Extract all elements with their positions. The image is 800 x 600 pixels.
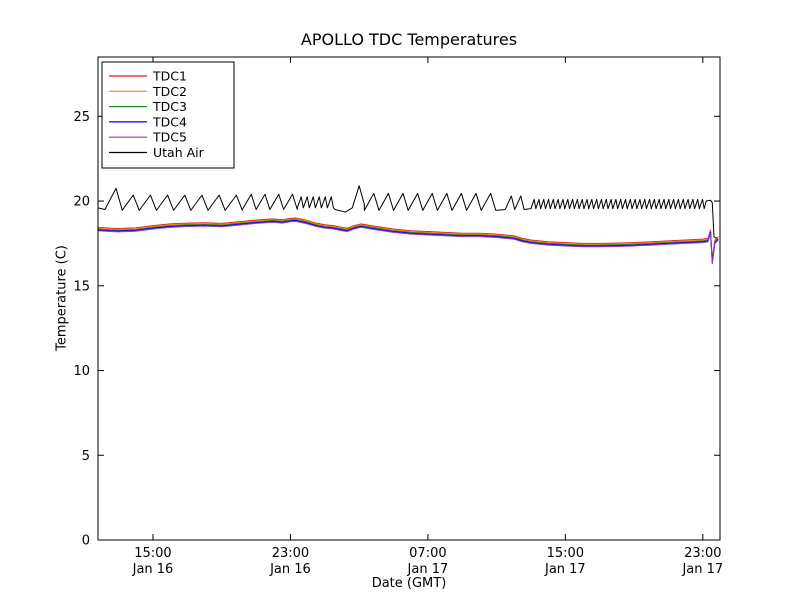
y-tick-label: 10 <box>73 364 90 379</box>
x-tick-label-time: 15:00 <box>134 546 171 561</box>
x-axis-label: Date (GMT) <box>371 576 447 591</box>
legend-label-tdc1: TDC1 <box>152 69 187 84</box>
axes-box <box>97 56 721 541</box>
y-tick-label: 20 <box>73 195 90 210</box>
legend-box <box>101 61 235 169</box>
x-tick-label-date: Jan 16 <box>269 562 311 577</box>
series-line-tdc1 <box>97 217 719 261</box>
y-axis-label: Temperature (C) <box>54 245 70 351</box>
legend-label-tdc3: TDC3 <box>152 99 187 114</box>
legend-label-tdc2: TDC2 <box>152 84 187 99</box>
series-line-tdc3 <box>97 219 719 263</box>
y-tick-label: 15 <box>73 279 90 294</box>
series-line-tdc5 <box>97 220 719 265</box>
y-tick-label: 5 <box>82 449 90 464</box>
x-tick-label-time: 07:00 <box>409 546 446 561</box>
x-tick-label-date: Jan 16 <box>132 562 174 577</box>
legend-label-utah-air: Utah Air <box>153 145 205 160</box>
legend-label-tdc4: TDC4 <box>152 114 187 129</box>
legend-label-tdc5: TDC5 <box>152 130 187 145</box>
x-tick-label-date: Jan 17 <box>544 562 586 577</box>
x-tick-label-time: 23:00 <box>272 546 309 561</box>
series-line-tdc4 <box>97 220 719 264</box>
x-tick-label-time: 15:00 <box>547 546 584 561</box>
chart-title: APOLLO TDC Temperatures <box>300 30 518 49</box>
series-line-tdc2 <box>97 218 719 262</box>
x-tick-label-date: Jan 17 <box>681 562 723 577</box>
y-tick-label: 0 <box>82 534 90 549</box>
x-tick-label-date: Jan 17 <box>407 562 449 577</box>
x-tick-label-time: 23:00 <box>684 546 721 561</box>
series-line-utah-air <box>97 185 717 239</box>
y-tick-label: 25 <box>73 110 90 125</box>
